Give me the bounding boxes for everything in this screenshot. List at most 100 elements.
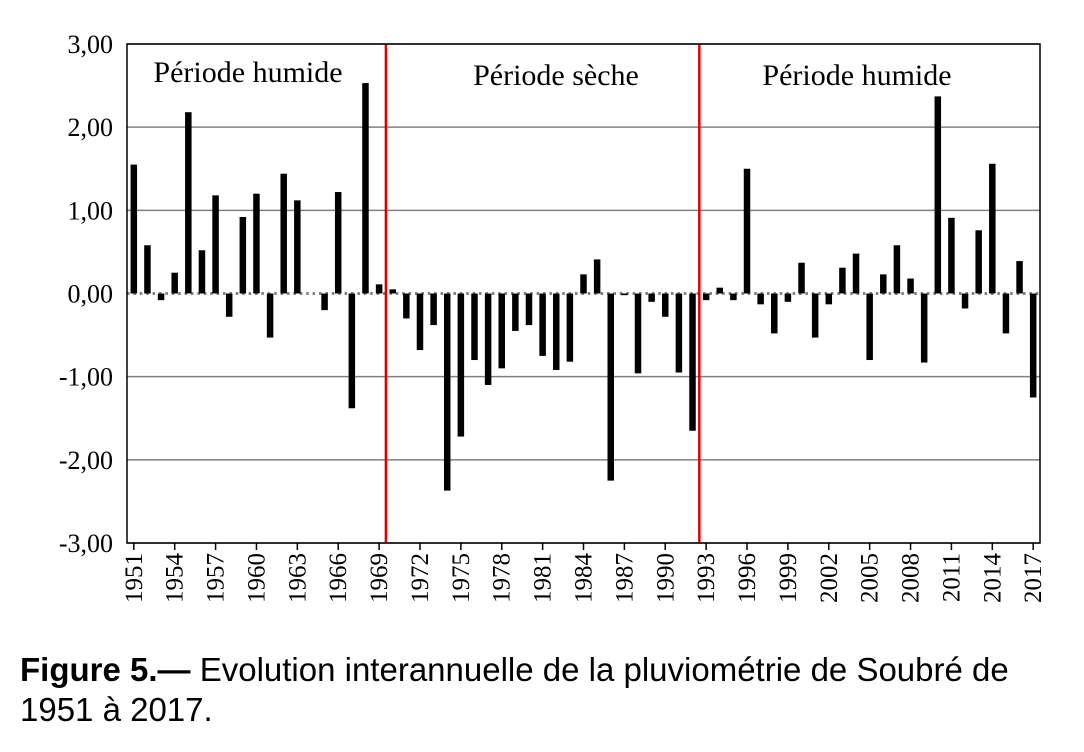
bar-1984 bbox=[580, 274, 587, 294]
x-tick-label: 1984 bbox=[571, 553, 598, 604]
y-tick-label: 2,00 bbox=[68, 113, 114, 142]
bar-1962 bbox=[280, 173, 287, 294]
bar-1953 bbox=[157, 293, 165, 301]
x-tick-label: 2002 bbox=[816, 553, 843, 603]
caption-text: Evolution interannuelle de la pluviométr… bbox=[20, 651, 1009, 728]
x-tick-label: 1981 bbox=[530, 553, 557, 603]
y-axis-ticks: 3,00 2,00 1,00 0,00 -1,00 -2,00 -3,00 bbox=[59, 30, 113, 558]
x-tick-label: 1990 bbox=[652, 553, 679, 603]
bars bbox=[130, 83, 1037, 491]
bar-2010 bbox=[934, 96, 942, 294]
x-tick-label: 1972 bbox=[407, 553, 434, 603]
bar-1998 bbox=[771, 293, 778, 334]
bar-1975 bbox=[457, 293, 465, 437]
bar-1966 bbox=[334, 192, 342, 294]
bar-2012 bbox=[961, 293, 969, 309]
bar-1992 bbox=[689, 293, 696, 431]
bar-1994 bbox=[716, 287, 724, 294]
bar-1980 bbox=[525, 293, 533, 326]
bar-1978 bbox=[498, 293, 505, 369]
bar-1981 bbox=[539, 293, 546, 356]
x-tick-label: 1954 bbox=[162, 553, 189, 604]
bar-1979 bbox=[512, 293, 519, 331]
y-tick-label: 1,00 bbox=[68, 196, 114, 225]
bar-1955 bbox=[185, 112, 192, 294]
x-tick-label: 1993 bbox=[693, 553, 720, 603]
bar-1997 bbox=[757, 293, 764, 305]
bar-1963 bbox=[294, 200, 301, 294]
bar-1993 bbox=[702, 293, 710, 301]
bar-1959 bbox=[239, 216, 247, 294]
bar-2003 bbox=[839, 267, 846, 294]
bar-1970 bbox=[389, 289, 396, 294]
figure-label: Figure 5.— bbox=[20, 651, 191, 688]
y-tick-label: 0,00 bbox=[68, 280, 114, 309]
bar-1965 bbox=[321, 293, 328, 311]
x-tick-label: 2008 bbox=[898, 553, 925, 603]
bar-1954 bbox=[171, 272, 178, 294]
bar-2014 bbox=[989, 163, 996, 294]
bar-1967 bbox=[348, 293, 356, 409]
x-tick-label: 1978 bbox=[489, 553, 516, 603]
x-tick-label: 2017 bbox=[1020, 553, 1047, 603]
period-label-wet-1: Période humide bbox=[153, 56, 342, 89]
bar-2007 bbox=[893, 245, 901, 294]
bar-1974 bbox=[443, 293, 451, 491]
bar-2009 bbox=[920, 293, 928, 363]
bar-1961 bbox=[266, 293, 274, 338]
period-label-wet-2: Période humide bbox=[762, 59, 951, 92]
period-dividers bbox=[384, 44, 701, 543]
bar-2011 bbox=[948, 217, 955, 294]
bar-2006 bbox=[880, 274, 887, 294]
bar-1952 bbox=[144, 245, 151, 294]
x-tick-label: 1966 bbox=[325, 553, 352, 603]
bar-1972 bbox=[416, 293, 424, 351]
x-tick-label: 1951 bbox=[121, 553, 148, 603]
x-tick-label: 1999 bbox=[775, 553, 802, 603]
x-tick-label: 2005 bbox=[857, 553, 884, 603]
bar-1996 bbox=[743, 168, 751, 294]
rainfall-bar-chart: 3,00 2,00 1,00 0,00 -1,00 -2,00 -3,00 1951 1954… bbox=[59, 30, 1047, 603]
bar-2013 bbox=[975, 230, 982, 294]
x-tick-label: 2011 bbox=[938, 553, 965, 602]
bar-1989 bbox=[648, 293, 655, 302]
y-tick-label: 3,00 bbox=[68, 30, 114, 59]
bar-1990 bbox=[662, 293, 669, 317]
period-label-dry: Période sèche bbox=[473, 59, 639, 92]
bar-1976 bbox=[471, 293, 478, 361]
bar-1968 bbox=[362, 83, 369, 294]
bar-1956 bbox=[198, 250, 206, 294]
bar-2002 bbox=[825, 293, 833, 305]
bar-2004 bbox=[852, 253, 860, 294]
figure-caption: Figure 5.— Evolution interannuelle de la… bbox=[20, 650, 1070, 730]
x-tick-label: 1957 bbox=[203, 553, 230, 603]
bar-1969 bbox=[375, 284, 383, 294]
bar-1973 bbox=[430, 293, 437, 326]
bar-1986 bbox=[607, 293, 615, 481]
x-tick-label: 1987 bbox=[611, 553, 638, 603]
bar-2001 bbox=[811, 293, 819, 338]
y-tick-label: -3,00 bbox=[59, 529, 113, 558]
bar-1957 bbox=[212, 195, 219, 294]
x-tick-label: 2014 bbox=[979, 553, 1006, 604]
bar-1977 bbox=[484, 293, 492, 385]
bar-1995 bbox=[730, 293, 737, 301]
bar-1951 bbox=[130, 164, 138, 294]
bar-1982 bbox=[552, 293, 560, 371]
bar-1991 bbox=[675, 293, 683, 373]
bar-2008 bbox=[907, 278, 914, 294]
x-tick-label: 1975 bbox=[448, 553, 475, 603]
bar-2017 bbox=[1029, 293, 1037, 398]
bar-1987 bbox=[621, 293, 628, 296]
bar-1971 bbox=[403, 293, 410, 319]
bar-1983 bbox=[566, 293, 574, 362]
x-tick-label: 1996 bbox=[734, 553, 761, 603]
x-axis-ticks: 1951 1954 1957 1960 1963 1966 1969 1972 1975 1978… bbox=[121, 543, 1047, 603]
y-tick-label: -2,00 bbox=[59, 446, 113, 475]
x-tick-label: 1969 bbox=[366, 553, 393, 603]
bar-2016 bbox=[1016, 261, 1023, 294]
x-tick-label: 1960 bbox=[243, 553, 270, 603]
bar-2015 bbox=[1002, 293, 1010, 334]
bar-2000 bbox=[798, 262, 805, 294]
bar-2005 bbox=[866, 293, 873, 361]
